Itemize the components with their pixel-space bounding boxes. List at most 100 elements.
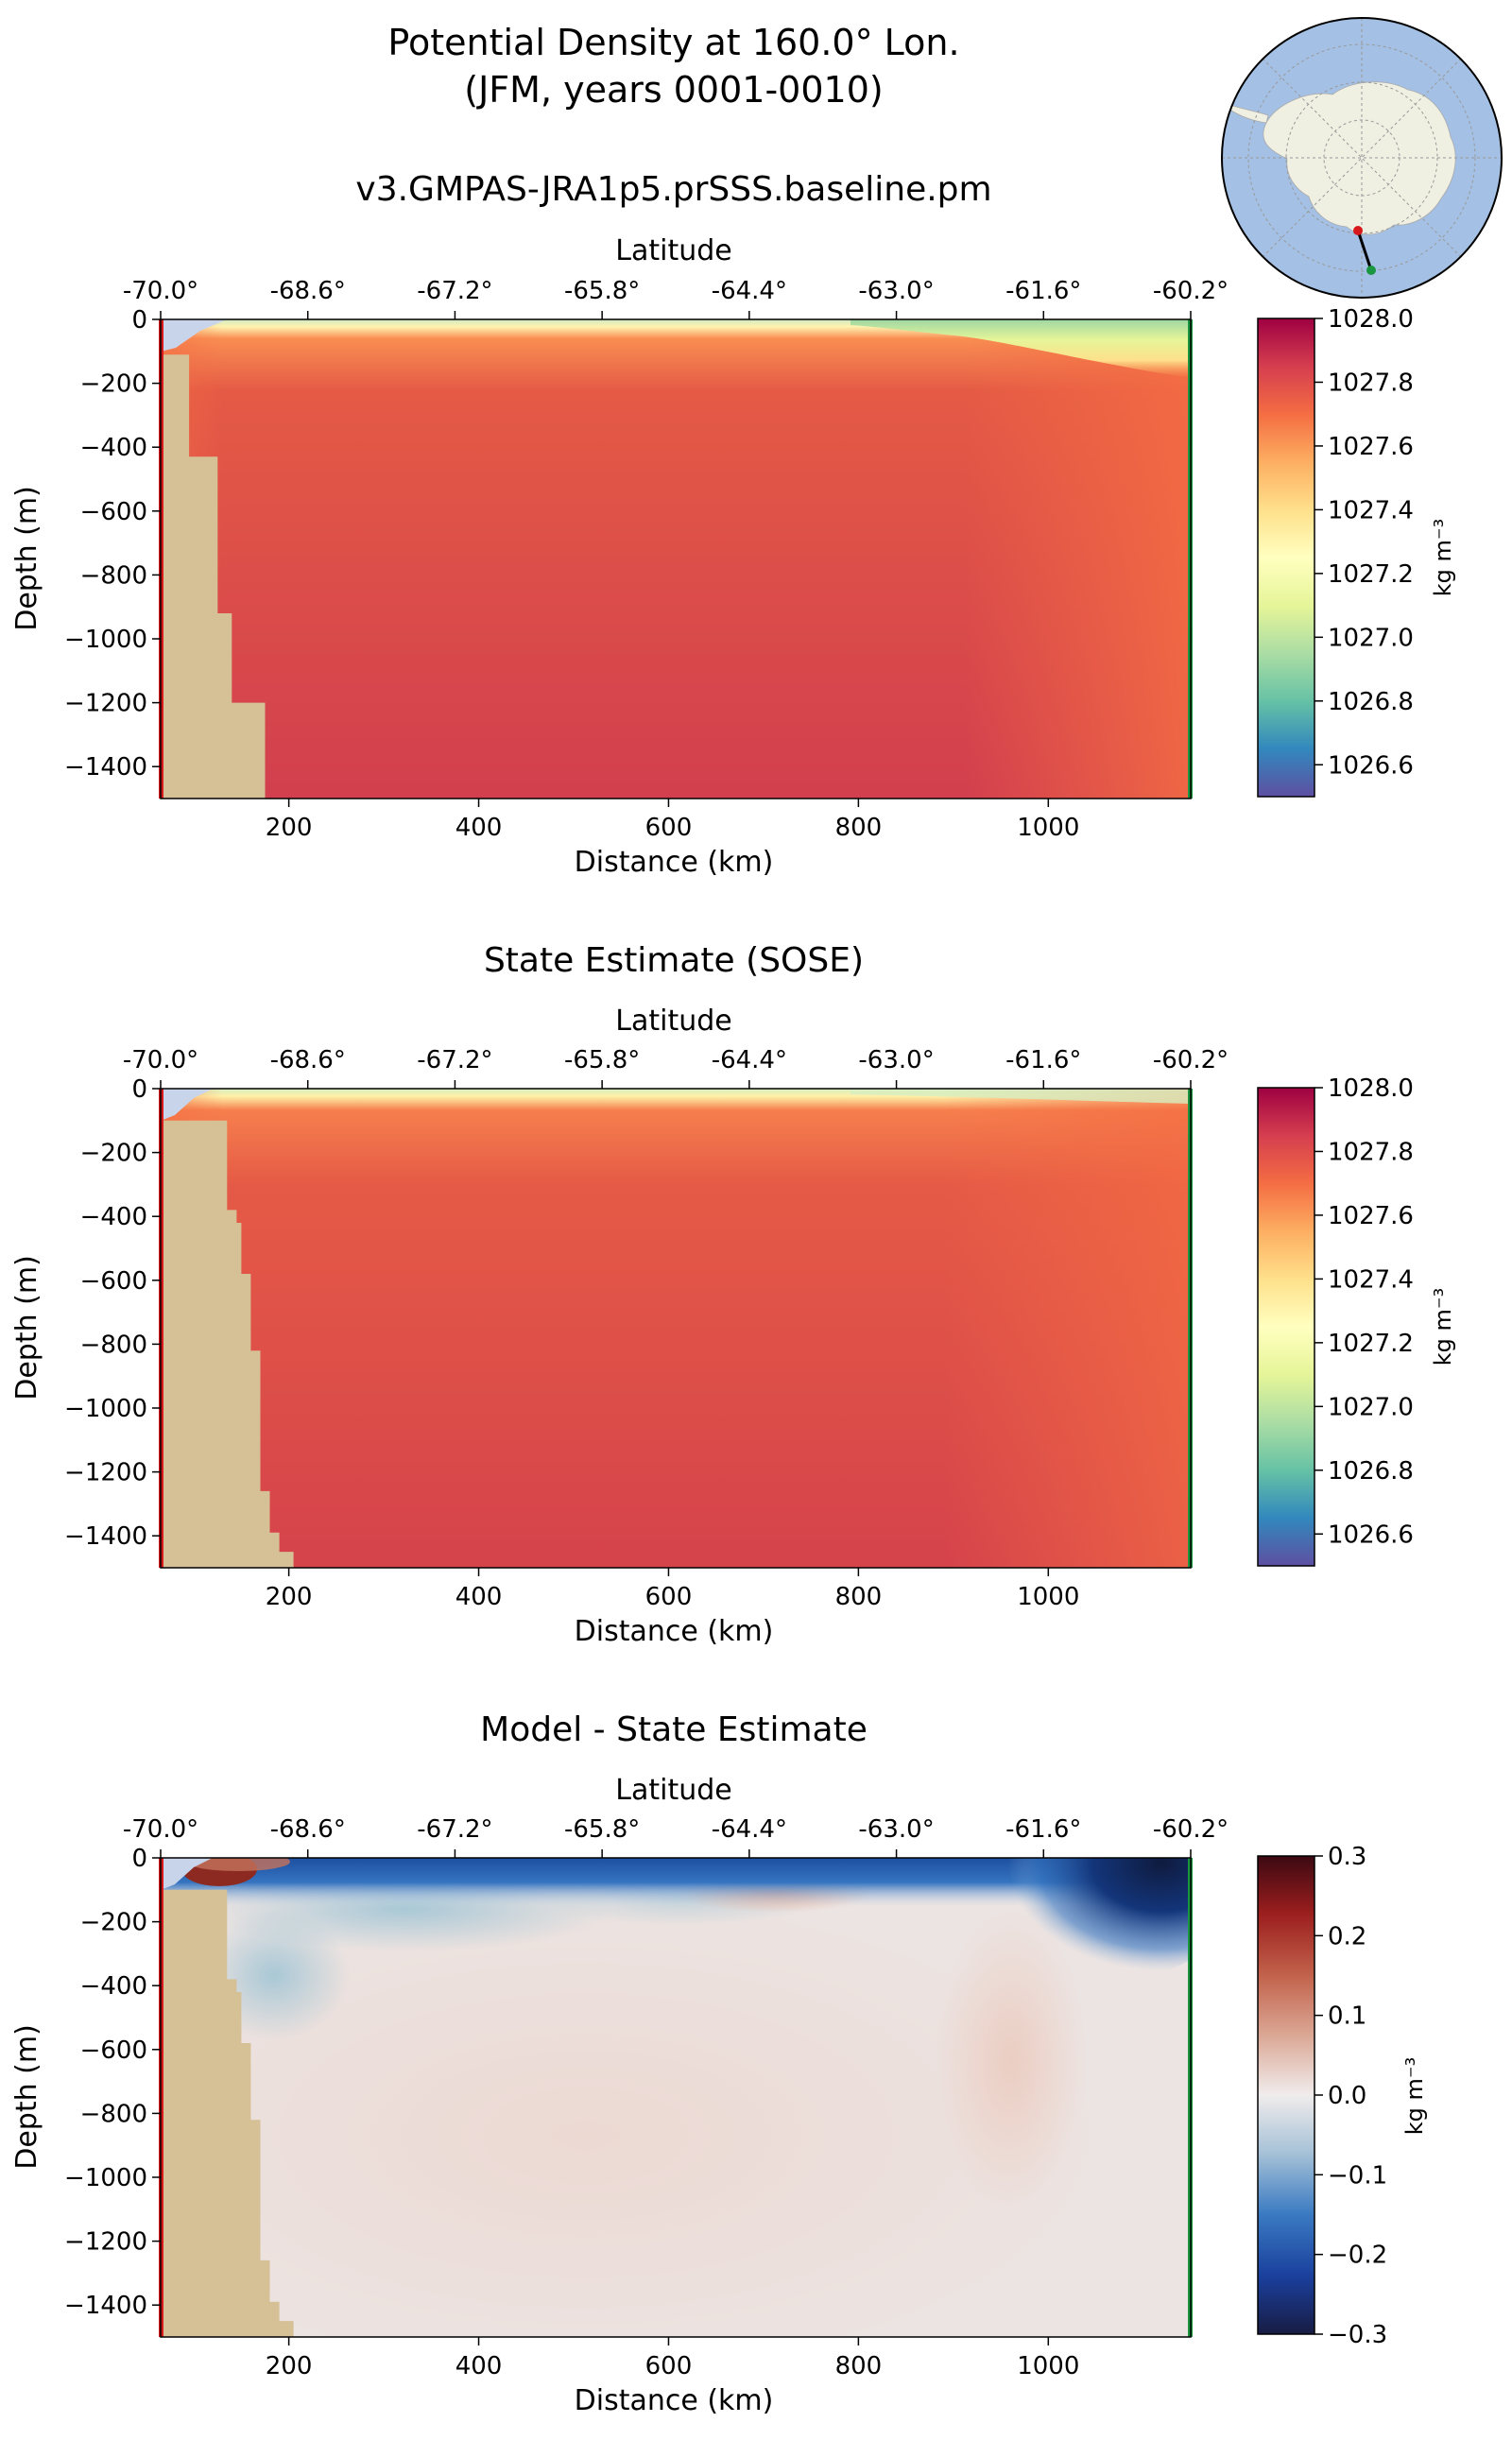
x-tick-label: 400 <box>455 1583 503 1611</box>
y-tick-label: −400 <box>80 1972 147 2001</box>
colorbar-tick-label: 1026.6 <box>1328 1521 1414 1549</box>
lat-tick-label: -61.6° <box>1005 1815 1081 1844</box>
colorbar-tick-label: 1027.2 <box>1328 560 1414 589</box>
transect-start-dot <box>1353 226 1363 235</box>
y-tick-label: −800 <box>80 561 147 590</box>
axes: 200 400 600 800 1000 0 −200 −400 −600 −800 −1000 −1… <box>64 1046 1228 1611</box>
y-tick-label: −600 <box>80 498 147 526</box>
colorbar: 1028.0 1027.8 1027.6 1027.4 1027.2 1027.0 1026… <box>1257 1074 1456 1567</box>
y-tick-label: −200 <box>80 1140 147 1168</box>
colorbar-tick-label: 0.0 <box>1328 2082 1366 2110</box>
lat-tick-label: -65.8° <box>564 1815 640 1844</box>
lat-tick-label: -63.0° <box>858 1046 934 1074</box>
colorbar-tick-label: −0.3 <box>1328 2321 1387 2349</box>
plot-frame <box>160 318 1192 799</box>
y-axis-label: Depth (m) <box>10 2024 43 2170</box>
seafloor-polygon <box>161 1858 294 2337</box>
y-tick-label: 0 <box>131 1845 147 1873</box>
lat-tick-label: -70.0° <box>123 1046 198 1074</box>
y-tick-label: −1400 <box>64 2292 147 2320</box>
y-tick-label: −1000 <box>64 2164 147 2192</box>
lat-tick-label: -65.8° <box>564 1046 640 1074</box>
colorbar-tick-label: 1027.8 <box>1328 369 1414 397</box>
offshore-mixed-layer <box>850 319 1191 378</box>
lat-tick-label: -70.0° <box>123 1815 198 1844</box>
panel-title: State Estimate (SOSE) <box>484 941 864 980</box>
shelf-gap <box>161 1089 213 1121</box>
y-tick-label: −1200 <box>64 1459 147 1487</box>
x-tick-label: 800 <box>835 1583 883 1611</box>
lat-tick-label: -68.6° <box>270 1046 346 1074</box>
lat-tick-label: -60.2° <box>1153 277 1228 305</box>
colorbar-tick-label: 0.1 <box>1328 2002 1366 2031</box>
seafloor-polygon <box>161 1089 294 1568</box>
colorbar-tick-label: 0.2 <box>1328 1922 1366 1950</box>
y-tick-label: −400 <box>80 434 147 462</box>
colorbar-tick-label: 0.3 <box>1328 1843 1366 1871</box>
figure-title-line1: Potential Density at 160.0° Lon. <box>387 22 959 63</box>
colorbar-tick-label: −0.1 <box>1328 2161 1387 2190</box>
colorbar-tick-label: 1026.8 <box>1328 1457 1414 1486</box>
x-tick-label: 200 <box>266 1583 313 1611</box>
colorbar-label: kg m⁻³ <box>1430 519 1456 596</box>
x-tick-label: 1000 <box>1017 2352 1079 2380</box>
lat-tick-label: -67.2° <box>417 1815 492 1844</box>
x-tick-label: 200 <box>266 2352 313 2380</box>
x-tick-label: 400 <box>455 814 503 842</box>
colorbar-tick-label: 1028.0 <box>1328 305 1414 334</box>
y-tick-label: −1200 <box>64 2228 147 2257</box>
lat-axis-label: Latitude <box>615 234 731 267</box>
colorbar-tick-label: 1027.2 <box>1328 1330 1414 1358</box>
colorbar-tick-label: 1028.0 <box>1328 1074 1414 1103</box>
y-axis-label: Depth (m) <box>10 486 43 631</box>
x-tick-label: 600 <box>645 814 693 842</box>
colorbar-tick-label: 1027.8 <box>1328 1138 1414 1166</box>
transect-end-dot <box>1366 266 1376 275</box>
density-field <box>161 1089 1191 1568</box>
x-tick-label: 800 <box>835 2352 883 2380</box>
lat-axis-label: Latitude <box>615 1774 731 1807</box>
colorbar-gradient <box>1257 1087 1315 1567</box>
x-tick-label: 1000 <box>1017 1583 1079 1611</box>
y-tick-label: −200 <box>80 1909 147 1937</box>
y-tick-label: −1000 <box>64 626 147 654</box>
lat-tick-label: -68.6° <box>270 277 346 305</box>
x-tick-label: 800 <box>835 814 883 842</box>
y-tick-label: −800 <box>80 1331 147 1359</box>
colorbar-tick-label: 1026.6 <box>1328 751 1414 780</box>
plot-frame <box>160 1088 1192 1569</box>
lat-tick-label: -63.0° <box>858 277 934 305</box>
lat-tick-label: -70.0° <box>123 277 198 305</box>
axes: 200 400 600 800 1000 0 −200 −400 −600 −800 −1000 −1… <box>64 1815 1228 2380</box>
y-tick-label: 0 <box>131 306 147 335</box>
lat-tick-label: -60.2° <box>1153 1815 1228 1844</box>
colorbar-tick-label: 1027.4 <box>1328 1265 1414 1294</box>
figure-title-line2: (JFM, years 0001-0010) <box>464 69 883 111</box>
plot-frame <box>160 1857 1192 2338</box>
antarctic-peninsula <box>1228 105 1269 124</box>
transect-line <box>1356 230 1373 271</box>
panel-state-estimate: State Estimate (SOSE) Latitude 200 400 600… <box>10 941 1456 1648</box>
x-tick-label: 200 <box>266 814 313 842</box>
colorbar-label: kg m⁻³ <box>1430 1288 1456 1366</box>
colorbar-gradient <box>1257 318 1315 798</box>
y-tick-label: −1400 <box>64 753 147 782</box>
x-axis-label: Distance (km) <box>575 2384 774 2417</box>
lat-tick-label: -64.4° <box>712 277 787 305</box>
x-tick-label: 400 <box>455 2352 503 2380</box>
y-tick-label: −400 <box>80 1203 147 1231</box>
x-axis-label: Distance (km) <box>575 1615 774 1648</box>
bathymetry-land <box>161 1858 294 2337</box>
colorbar: 1028.0 1027.8 1027.6 1027.4 1027.2 1027.0 1026… <box>1257 305 1456 798</box>
colorbar-tick-label: 1027.0 <box>1328 624 1414 652</box>
lat-tick-label: -67.2° <box>417 1046 492 1074</box>
y-tick-label: −200 <box>80 370 147 399</box>
seafloor-polygon <box>161 319 266 799</box>
colorbar-tick-label: 1027.6 <box>1328 433 1414 461</box>
panel-title: Model - State Estimate <box>480 1710 868 1749</box>
colorbar-tick-label: 1027.6 <box>1328 1202 1414 1230</box>
lat-axis-label: Latitude <box>615 1005 731 1038</box>
colorbar-tick-label: 1027.4 <box>1328 496 1414 524</box>
axes: 200 400 600 800 1000 0 −200 −400 −600 −800 −1000 −1… <box>64 277 1228 842</box>
lat-tick-label: -64.4° <box>712 1046 787 1074</box>
